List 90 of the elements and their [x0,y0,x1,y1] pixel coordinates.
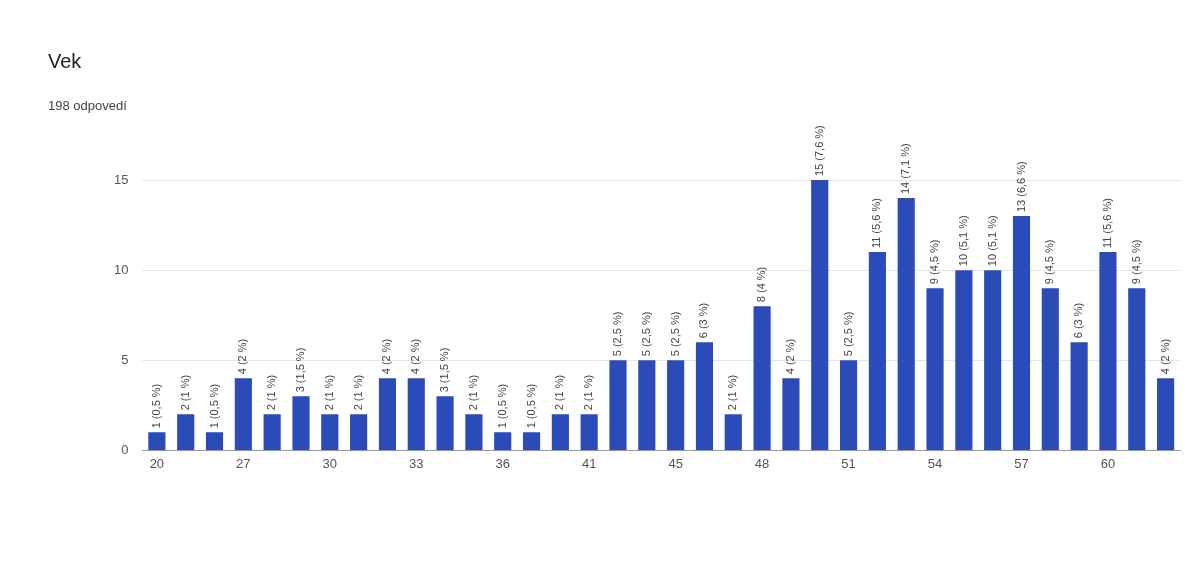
bar [321,414,339,450]
data-label: 6 (3 %) [697,302,710,339]
data-label: 4 (2 %) [236,338,249,375]
bar [378,378,397,450]
data-label: 2 (1 %) [726,374,739,411]
bar [753,306,771,450]
data-label: 10 (5,1 %) [985,215,998,267]
bar [148,432,166,450]
data-label: 9 (4,5 %) [1129,239,1142,285]
data-label: 2 (1 %) [553,374,566,411]
bar [1041,288,1059,450]
bar [234,378,252,450]
bar [263,414,281,450]
bar [292,396,310,450]
bar [465,414,483,450]
bar [638,360,656,450]
data-label: 2 (1 %) [466,374,479,411]
bar [551,414,569,450]
x-tick-label: 27 [236,455,251,471]
data-label: 1 (0,5 %) [495,383,508,429]
x-tick-label: 48 [754,455,770,471]
bar [177,414,195,450]
data-label: 3 (1,5 %) [438,347,451,393]
bar [436,396,454,450]
bar [782,378,800,450]
x-tick-label: 33 [409,455,424,471]
y-tick-label: 0 [121,441,129,457]
bar [667,360,685,450]
y-tick-label: 5 [121,351,129,367]
data-label: 2 (1 %) [351,374,364,411]
data-label: 5 (2,5 %) [639,311,652,357]
data-label: 1 (0,5 %) [524,383,537,429]
data-label: 2 (1 %) [178,374,191,411]
bar [926,288,944,450]
bar [1099,252,1117,450]
bar [580,414,598,450]
bar [205,432,224,450]
bar [494,432,512,450]
x-tick-label: 41 [581,455,597,471]
chart-title: Vek [48,50,82,73]
data-label: 11 (5,6 %) [1100,198,1113,249]
y-tick-label: 10 [113,261,129,277]
data-label: 11 (5,6 %) [870,198,883,249]
data-label: 9 (4,5 %) [1043,239,1056,285]
x-tick-label: 20 [149,455,165,471]
bar [955,270,973,450]
data-label: 4 (2 %) [1158,338,1171,375]
y-tick-label: 15 [113,171,129,187]
bar [350,414,368,450]
data-label: 2 (1 %) [322,374,335,411]
data-label: 15 (7,6 %) [812,125,825,176]
data-label: 4 (2 %) [783,338,796,375]
bar [724,414,742,450]
bar [407,378,425,450]
chart-subtitle: 198 odpovedí [48,98,127,113]
data-label: 8 (4 %) [755,266,768,303]
bar [1157,378,1175,450]
data-label: 1 (0,5 %) [207,383,220,429]
data-label: 3 (1,5 %) [294,347,306,393]
data-label: 9 (4,5 %) [928,239,941,285]
x-tick-label: 30 [322,455,338,471]
x-tick-label: 36 [495,455,510,471]
x-tick-label: 54 [927,455,943,471]
bar [609,360,627,450]
data-label: 5 (2,5 %) [841,311,854,357]
data-label: 4 (2 %) [409,338,422,375]
data-label: 6 (3 %) [1072,302,1085,339]
bar [1128,288,1146,450]
bar [695,342,714,450]
x-tick-label: 51 [841,455,856,471]
bar [839,360,858,450]
x-tick-label: 45 [668,455,683,471]
bar [1012,216,1031,450]
x-tick-label: 60 [1100,455,1116,471]
bar [811,180,829,450]
x-tick-label: 57 [1014,455,1029,471]
bar [868,252,886,450]
data-label: 2 (1 %) [582,374,595,411]
bar [897,198,915,450]
data-label: 4 (2 %) [380,338,393,375]
data-label: 2 (1 %) [265,374,278,411]
data-label: 5 (2,5 %) [668,311,681,357]
data-label: 5 (2,5 %) [611,311,624,357]
data-label: 13 (6,6 %) [1014,161,1027,213]
data-label: 1 (0,5 %) [149,383,162,429]
bar [522,432,541,450]
bar [984,270,1002,450]
data-label: 10 (5,1 %) [956,215,969,267]
bar [1070,342,1088,450]
data-label: 14 (7,1 %) [899,143,912,195]
